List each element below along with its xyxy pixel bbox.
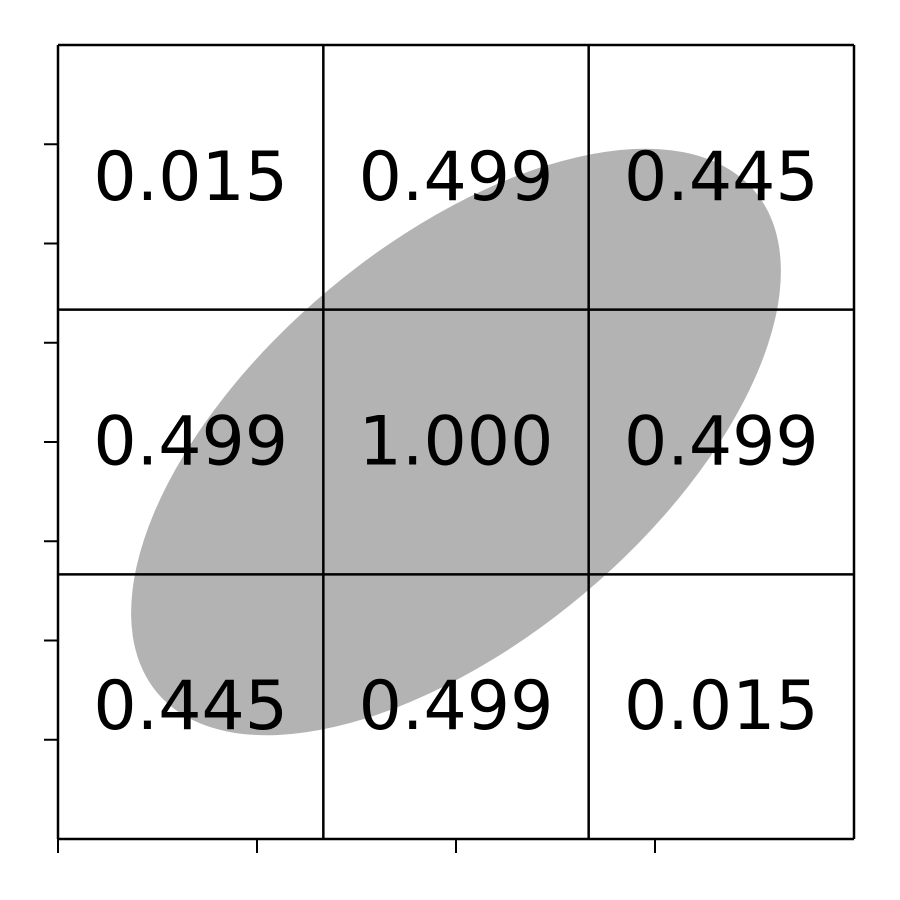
cell-value-label: 0.499 (93, 403, 288, 482)
cell-value-label: 0.015 (624, 667, 819, 746)
cell-value-label: 0.499 (359, 138, 554, 217)
cell-value-label: 1.000 (359, 403, 554, 482)
cell-value-label: 0.445 (93, 667, 288, 746)
cell-value-label: 0.499 (624, 403, 819, 482)
cell-value-label: 0.499 (359, 667, 554, 746)
cell-value-label: 0.015 (93, 138, 288, 217)
tick-layer (44, 143, 656, 853)
correlation-ellipse (131, 148, 781, 736)
ellipse-layer (131, 148, 781, 736)
label-layer: 0.015 0.499 0.445 0.499 1.000 0.499 0.445 0.499… (93, 138, 818, 746)
cell-value-label: 0.445 (624, 138, 819, 217)
